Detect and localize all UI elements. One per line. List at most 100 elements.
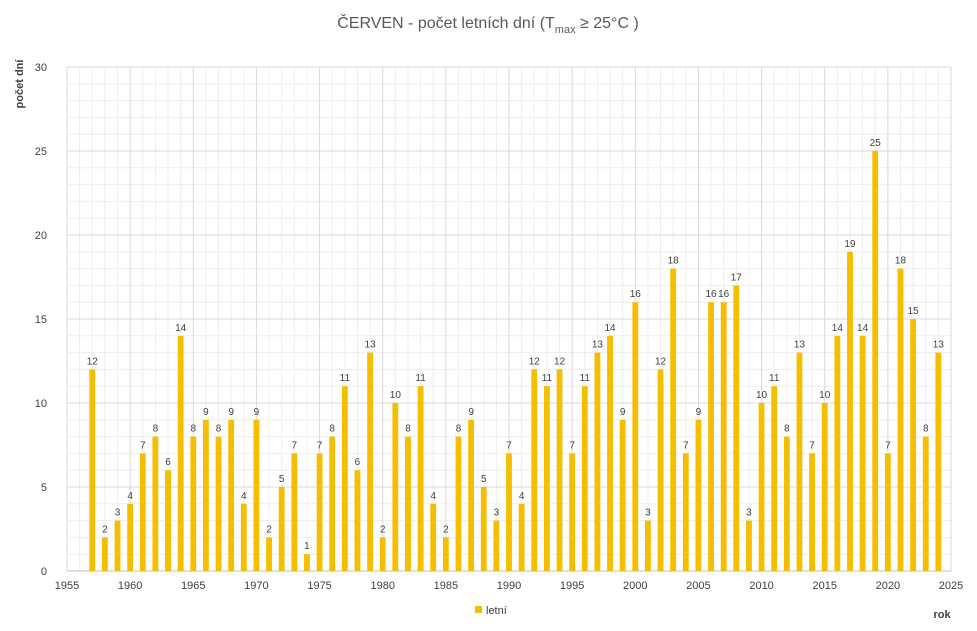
bar-1977 bbox=[341, 386, 348, 571]
bar-1960 bbox=[127, 503, 134, 571]
x-tick-labels: 1955 1960 1965 1970 1975 1980 1985 1990 1995 2000… bbox=[55, 580, 963, 592]
data-label-1995: 7 bbox=[569, 440, 575, 451]
data-label-1984: 4 bbox=[430, 491, 436, 502]
bar-2012 bbox=[783, 436, 790, 571]
data-label-1997: 13 bbox=[592, 340, 604, 351]
x-tick-label: 1995 bbox=[560, 580, 584, 592]
chart-title-subscript: max bbox=[555, 24, 576, 36]
bar-1990 bbox=[506, 453, 512, 571]
bar-1998 bbox=[607, 335, 613, 571]
data-label-1985: 2 bbox=[443, 524, 449, 535]
data-label-1999: 9 bbox=[620, 407, 626, 418]
bar-2013 bbox=[796, 352, 803, 571]
data-label-1988: 5 bbox=[481, 474, 487, 485]
data-label-2001: 3 bbox=[645, 508, 651, 519]
data-label-2003: 18 bbox=[668, 256, 680, 267]
bar-1978 bbox=[354, 470, 361, 571]
x-tick-label: 2010 bbox=[749, 580, 773, 592]
bar-1970 bbox=[253, 419, 260, 571]
data-label-1968: 9 bbox=[228, 407, 234, 418]
data-label-2000: 16 bbox=[630, 289, 642, 300]
data-label-1960: 4 bbox=[127, 491, 133, 502]
data-label-1966: 9 bbox=[203, 407, 209, 418]
data-label-1998: 14 bbox=[604, 323, 616, 334]
x-tick-label: 2000 bbox=[623, 580, 647, 592]
bar-1987 bbox=[468, 419, 475, 571]
bar-1993 bbox=[543, 386, 550, 571]
bar-1982 bbox=[405, 436, 411, 571]
data-label-1983: 11 bbox=[415, 373, 426, 384]
data-label-2019: 25 bbox=[870, 138, 882, 149]
data-label-2010: 10 bbox=[756, 390, 768, 401]
data-label-2022: 15 bbox=[908, 306, 920, 317]
data-label-1964: 14 bbox=[175, 323, 187, 334]
bar-1999 bbox=[619, 419, 626, 571]
data-label-1974: 1 bbox=[304, 541, 310, 552]
bar-1976 bbox=[329, 436, 336, 571]
data-label-1993: 11 bbox=[542, 373, 553, 384]
bar-2011 bbox=[771, 386, 778, 571]
bar-1968 bbox=[228, 419, 235, 571]
data-label-2008: 17 bbox=[731, 272, 743, 283]
bar-1979 bbox=[367, 352, 373, 571]
bar-1974 bbox=[304, 554, 310, 571]
bar-1992 bbox=[531, 369, 538, 571]
bar-1958 bbox=[101, 537, 108, 571]
bar-1991 bbox=[518, 503, 525, 571]
legend-label: letní bbox=[486, 605, 507, 617]
bar-2024 bbox=[935, 352, 942, 571]
data-label-1990: 7 bbox=[506, 440, 512, 451]
data-label-2015: 10 bbox=[819, 390, 831, 401]
x-tick-label: 2015 bbox=[812, 580, 836, 592]
bar-2020 bbox=[884, 453, 891, 571]
bars bbox=[89, 151, 942, 572]
y-tick-label: 10 bbox=[35, 398, 47, 410]
bar-1971 bbox=[266, 537, 272, 571]
bar-1997 bbox=[594, 352, 601, 571]
bar-1957 bbox=[89, 369, 96, 571]
data-label-1965: 8 bbox=[191, 424, 197, 435]
bar-2000 bbox=[632, 302, 639, 571]
y-tick-label: 25 bbox=[35, 146, 47, 158]
data-label-1957: 12 bbox=[87, 356, 99, 367]
data-label-2023: 8 bbox=[923, 424, 929, 435]
data-label-2016: 14 bbox=[832, 323, 844, 334]
bar-1980 bbox=[379, 537, 386, 571]
bar-1969 bbox=[240, 503, 247, 571]
data-label-1987: 9 bbox=[468, 407, 474, 418]
data-label-1973: 7 bbox=[292, 440, 298, 451]
data-label-1963: 6 bbox=[165, 457, 171, 468]
bar-1986 bbox=[455, 436, 462, 571]
x-tick-label: 1980 bbox=[370, 580, 394, 592]
data-label-1981: 10 bbox=[390, 390, 402, 401]
y-tick-label: 5 bbox=[41, 482, 47, 494]
bar-2009 bbox=[746, 520, 752, 571]
data-label-2007: 16 bbox=[718, 289, 730, 300]
data-label-2013: 13 bbox=[794, 340, 806, 351]
bar-2001 bbox=[645, 520, 651, 571]
data-label-1980: 2 bbox=[380, 524, 386, 535]
bar-1959 bbox=[114, 520, 121, 571]
data-label-1976: 8 bbox=[329, 424, 335, 435]
data-label-1979: 13 bbox=[365, 340, 377, 351]
data-label-1959: 3 bbox=[115, 508, 121, 519]
data-label-1994: 12 bbox=[554, 356, 566, 367]
bar-2017 bbox=[847, 251, 853, 572]
bar-2015 bbox=[821, 403, 828, 571]
data-label-1989: 3 bbox=[494, 508, 500, 519]
bar-1972 bbox=[278, 487, 285, 571]
x-tick-label: 1975 bbox=[307, 580, 331, 592]
bar-1975 bbox=[316, 453, 323, 571]
bar-2021 bbox=[897, 268, 904, 571]
data-label-2024: 13 bbox=[933, 340, 945, 351]
data-label-1986: 8 bbox=[456, 424, 462, 435]
bar-1988 bbox=[480, 487, 487, 571]
data-label-2009: 3 bbox=[746, 508, 752, 519]
bar-2006 bbox=[708, 302, 714, 571]
data-label-1982: 8 bbox=[405, 424, 411, 435]
data-label-1992: 12 bbox=[529, 356, 541, 367]
bar-1983 bbox=[417, 386, 424, 571]
legend: letní bbox=[475, 605, 507, 617]
x-tick-label: 2005 bbox=[686, 580, 710, 592]
